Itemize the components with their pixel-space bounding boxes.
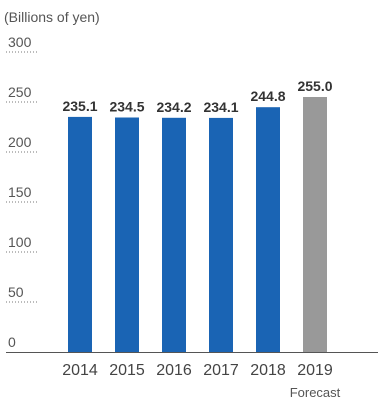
unit-label: (Billions of yen) (4, 9, 100, 25)
y-tick-label: 250 (8, 84, 32, 100)
y-axis: 0 50 100 150 200 250 300 (6, 34, 39, 350)
bar-2014 (68, 116, 92, 353)
bar-2019 (303, 97, 327, 352)
y-tick-label: 300 (8, 34, 32, 50)
data-label-2016: 234.2 (156, 99, 191, 115)
bars: 235.1 234.5 234.2 234.1 244.8 255.0 (62, 78, 333, 353)
y-tick-label: 50 (8, 284, 24, 300)
x-tick-label: 2014 (62, 362, 98, 379)
category-note: Forecast (290, 385, 341, 400)
bar-2018 (256, 107, 280, 352)
data-label-2018: 244.8 (250, 88, 285, 104)
bar-2015 (115, 117, 139, 352)
x-tick-label: 2019 (297, 362, 333, 379)
x-tick-label: 2016 (156, 362, 192, 379)
bar-2017 (209, 117, 233, 353)
bar-2016 (162, 117, 186, 352)
x-axis: 2014 2015 2016 2017 2018 2019 Forecast (6, 352, 378, 400)
data-label-2019: 255.0 (297, 78, 332, 94)
y-tick-label: 200 (8, 134, 32, 150)
data-label-2015: 234.5 (109, 99, 144, 115)
x-tick-label: 2017 (203, 362, 239, 379)
y-tick-label: 100 (8, 234, 32, 250)
data-label-2017: 234.1 (203, 99, 238, 115)
y-tick-label: 0 (8, 334, 16, 350)
x-tick-label: 2015 (109, 362, 145, 379)
x-tick-label: 2018 (250, 362, 286, 379)
data-label-2014: 235.1 (62, 98, 97, 114)
y-tick-label: 150 (8, 184, 32, 200)
